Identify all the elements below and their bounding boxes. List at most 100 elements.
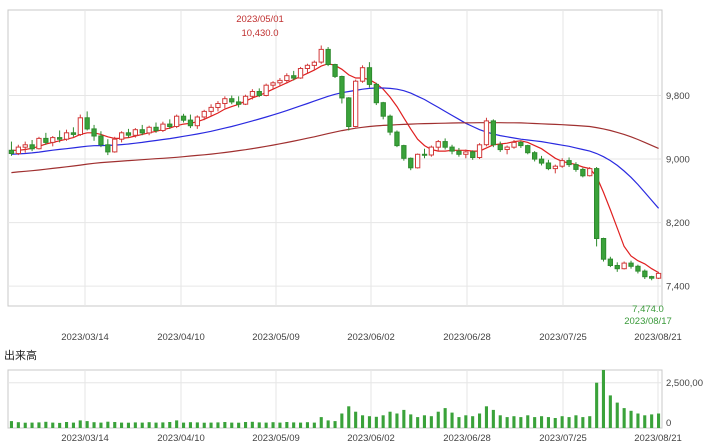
volume-bar	[326, 420, 330, 428]
candle-down	[180, 113, 187, 123]
volume-bar	[202, 422, 206, 428]
candle-body	[339, 76, 345, 99]
candle-up	[277, 78, 283, 86]
price-y-tick-label: 9,800	[666, 91, 690, 102]
candle-body	[566, 160, 572, 166]
candle-down	[456, 147, 462, 157]
candle-body	[98, 135, 104, 146]
volume-bar	[526, 415, 530, 428]
candle-down	[442, 138, 448, 150]
candle-body	[201, 110, 207, 118]
volume-x-tick-label: 2023/08/21	[634, 433, 682, 444]
price-x-tick-label: 2023/06/28	[443, 332, 491, 343]
volume-bar	[154, 422, 158, 428]
volume-y-axis: 2,500,00 0	[666, 378, 703, 429]
candle-down	[408, 157, 414, 171]
volume-bar	[92, 422, 96, 428]
candle-down	[470, 150, 476, 160]
candle-down	[187, 114, 194, 129]
volume-bar	[65, 422, 69, 428]
candle-up	[215, 101, 221, 112]
volume-bar	[58, 422, 62, 428]
price-x-tick-label: 2023/04/10	[157, 332, 205, 343]
candle-body	[15, 146, 22, 155]
candle-body	[311, 61, 318, 66]
candle-up	[318, 45, 324, 64]
candle-body	[649, 276, 655, 279]
candle-up	[504, 145, 510, 155]
volume-bar	[312, 422, 316, 428]
candle-body	[270, 82, 276, 86]
candle-down	[236, 96, 242, 108]
candle-body	[607, 258, 614, 267]
volume-bar	[574, 415, 578, 428]
candle-up	[483, 117, 490, 147]
price-x-tick-label: 2023/06/02	[347, 332, 395, 343]
candle-body	[449, 146, 455, 152]
candle-down	[256, 88, 262, 98]
volume-bar	[505, 417, 509, 428]
candle-up	[201, 109, 207, 121]
candle-body	[222, 98, 228, 104]
volume-bar	[422, 415, 426, 428]
candle-down	[545, 159, 552, 171]
volume-bar	[367, 416, 371, 428]
candle-body	[277, 79, 283, 84]
volume-bar	[126, 422, 130, 428]
volume-y-tick-label: 2,500,00	[666, 378, 703, 389]
candle-down	[43, 132, 49, 145]
volume-bar	[381, 415, 385, 428]
volume-bar	[388, 411, 392, 428]
volume-bar	[608, 395, 612, 428]
candle-body	[476, 144, 483, 159]
candle-body	[236, 101, 242, 105]
candle-up	[655, 271, 662, 279]
candle-down	[125, 128, 132, 138]
candle-up	[621, 261, 627, 270]
candle-up	[284, 73, 290, 84]
candle-up	[222, 96, 228, 109]
volume-bar	[133, 422, 137, 428]
volume-bar	[374, 416, 378, 428]
volume-bar	[299, 422, 303, 428]
volume-bar	[195, 422, 199, 428]
candle-down	[538, 155, 545, 166]
candle-down	[635, 264, 641, 274]
candle-body	[594, 168, 600, 240]
candle-body	[614, 265, 620, 270]
volume-bar	[588, 416, 592, 428]
low-value-annotation: 7,474.0	[632, 304, 664, 315]
volume-bar	[395, 413, 399, 428]
candle-body	[373, 83, 380, 104]
candle-body	[284, 75, 290, 81]
volume-bar	[223, 422, 227, 428]
volume-bar	[450, 412, 454, 428]
volume-x-tick-label: 2023/06/28	[443, 433, 491, 444]
price-panel	[7, 9, 663, 307]
volume-bar	[99, 422, 103, 428]
candle-up	[511, 139, 517, 149]
candle-body	[346, 97, 352, 128]
candle-down	[490, 119, 497, 148]
volume-bar	[581, 417, 585, 428]
candle-body	[538, 158, 545, 164]
candle-body	[353, 80, 359, 127]
volume-bar	[271, 422, 275, 428]
volume-bar	[643, 415, 647, 428]
volume-x-tick-label: 2023/06/02	[347, 433, 395, 444]
candle-body	[132, 129, 138, 136]
candle-down	[325, 47, 331, 67]
candle-body	[8, 149, 15, 155]
volume-bar	[464, 415, 468, 428]
candle-body	[43, 137, 49, 143]
volume-bar	[416, 417, 420, 428]
candle-body	[428, 146, 435, 156]
volume-bars	[9, 370, 661, 429]
candle-body	[215, 103, 221, 108]
price-y-tick-label: 8,200	[666, 218, 690, 229]
candle-body	[36, 137, 42, 150]
candle-up	[50, 136, 56, 147]
candle-up	[263, 83, 269, 97]
candle-down	[70, 127, 77, 137]
